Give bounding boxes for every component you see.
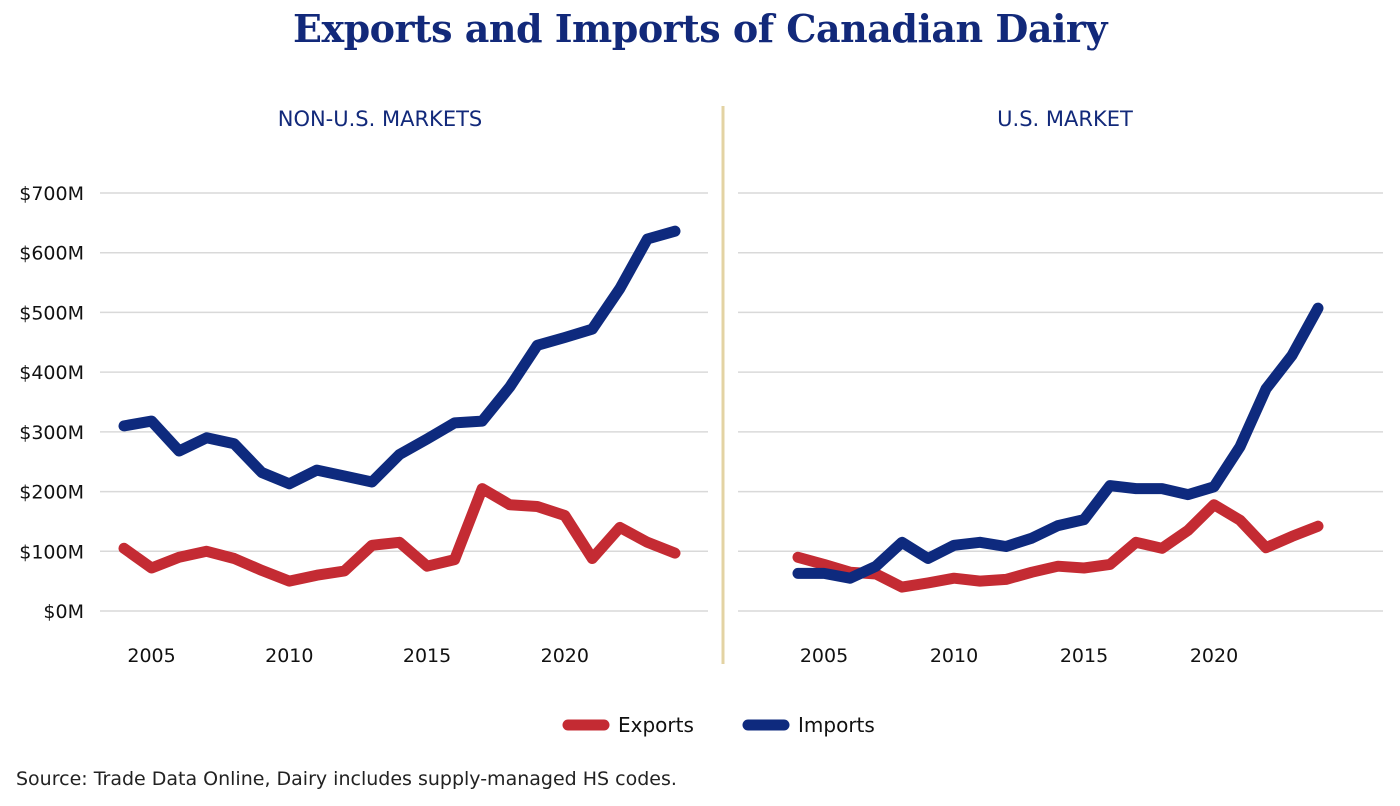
panel-title: NON-U.S. MARKETS (278, 107, 483, 131)
x-tick-label: 2005 (127, 645, 175, 667)
chart-title: Exports and Imports of Canadian Dairy (292, 6, 1108, 51)
y-tick-label: $300M (19, 422, 84, 444)
panel-non-us-markets: NON-U.S. MARKETS $0M $100M $200M $300M $400M $… (19, 107, 708, 667)
series-line-imports (118, 225, 681, 490)
legend-label-imports: Imports (798, 713, 875, 737)
x-tick-label: 2010 (265, 645, 313, 667)
y-tick-label: $700M (19, 183, 84, 205)
y-tick-label: $0M (43, 601, 84, 623)
x-tick-label: 2020 (1190, 645, 1238, 667)
legend-label-exports: Exports (618, 713, 694, 737)
x-tick-label: 2005 (800, 645, 848, 667)
panel-title: U.S. MARKET (997, 107, 1133, 131)
legend: Exports Imports (562, 713, 875, 737)
y-tick-label: $600M (19, 243, 84, 265)
series-line-exports (118, 483, 681, 587)
series-line-imports (792, 302, 1324, 584)
series-line-exports (792, 499, 1324, 593)
panel-us-market: U.S. MARKET 2005 2010 2015 2020 (738, 107, 1383, 667)
x-tick-label: 2015 (1060, 645, 1108, 667)
y-tick-label: $200M (19, 482, 84, 504)
y-tick-label: $100M (19, 541, 84, 563)
x-tick-label: 2020 (541, 645, 589, 667)
x-tick-label: 2015 (403, 645, 451, 667)
source-note: Source: Trade Data Online, Dairy include… (16, 768, 677, 790)
y-tick-label: $400M (19, 362, 84, 384)
y-tick-label: $500M (19, 302, 84, 324)
x-tick-label: 2010 (930, 645, 978, 667)
